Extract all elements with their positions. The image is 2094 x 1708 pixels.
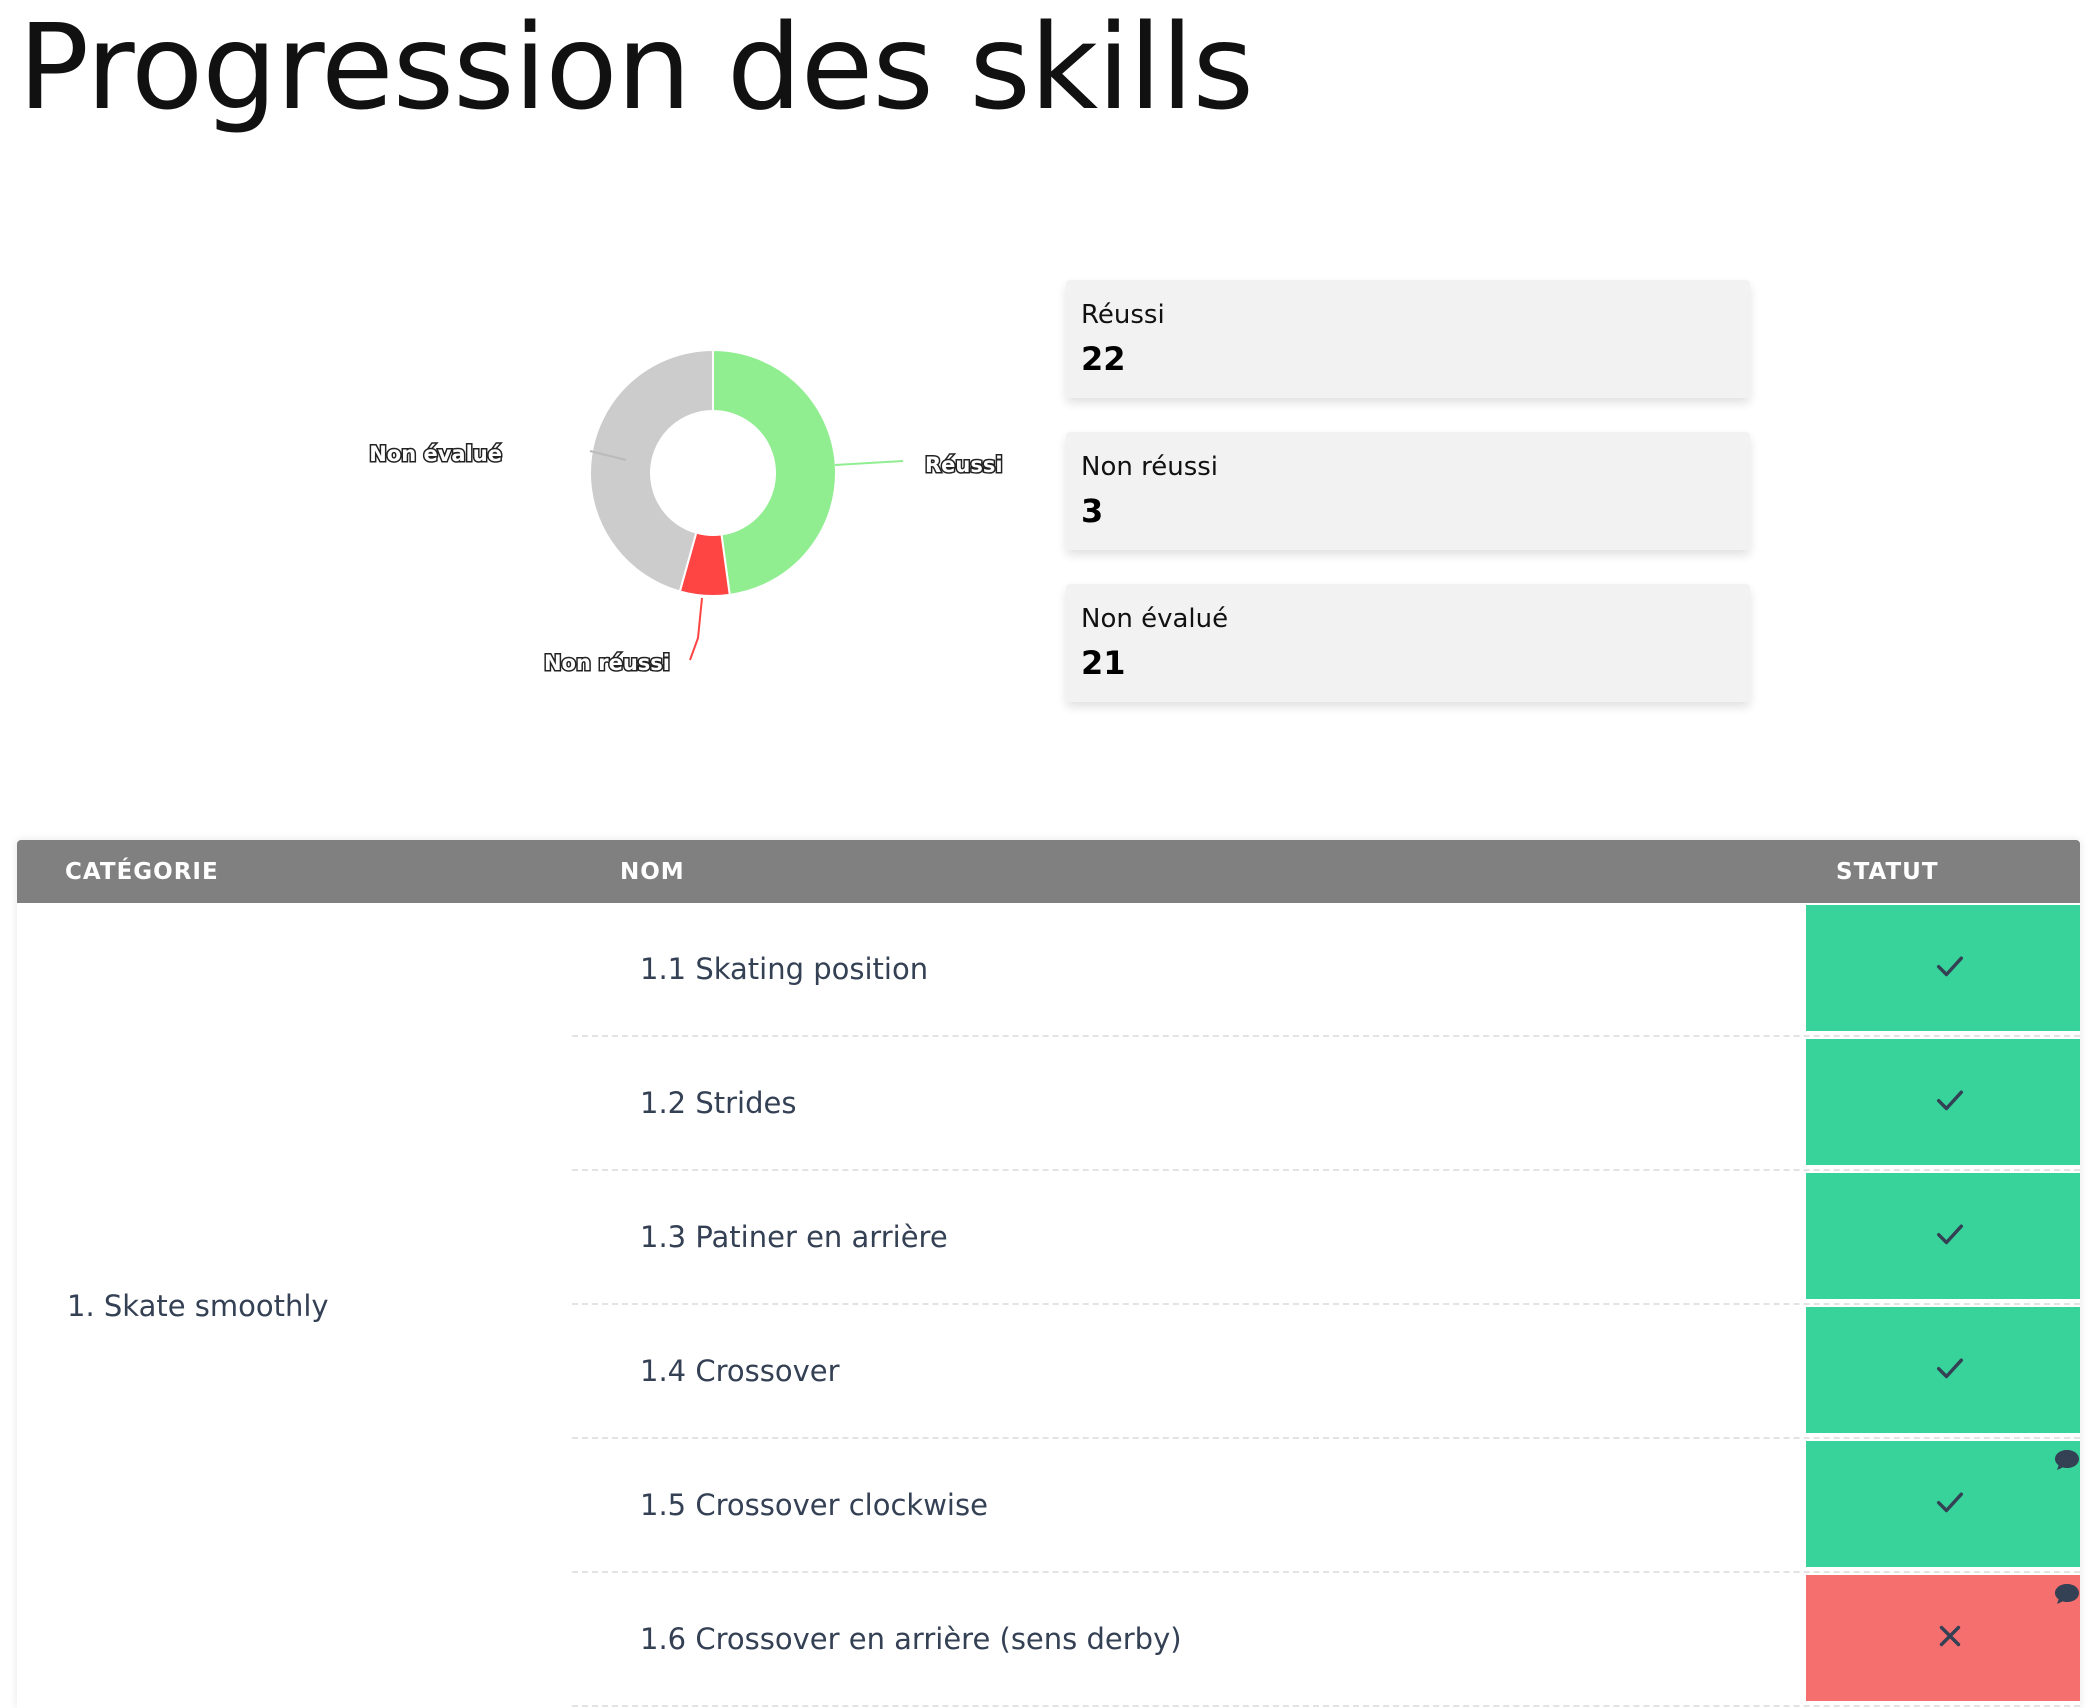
stat-value: 21	[1081, 644, 1126, 682]
table-header: CATÉGORIE NOM STATUT	[17, 840, 2080, 903]
skill-name: 1.3 Patiner en arrière	[640, 1220, 948, 1254]
donut-slice-non-valu-[interactable]	[589, 348, 714, 593]
cross-icon	[1933, 1619, 1967, 1657]
skill-name: 1.1 Skating position	[640, 952, 929, 986]
donut-label-leader-line	[834, 460, 904, 466]
table-row[interactable]: 1.2 Strides	[572, 1037, 2080, 1171]
table-row[interactable]: 1.6 Crossover en arrière (sens derby)	[572, 1573, 2080, 1707]
table-row[interactable]: 1.3 Patiner en arrière	[572, 1171, 2080, 1305]
table-row[interactable]: 1.5 Crossover clockwise	[572, 1439, 2080, 1573]
stat-value: 22	[1081, 340, 1126, 378]
check-icon	[1933, 1083, 1967, 1121]
check-icon	[1933, 949, 1967, 987]
table-row[interactable]: 1.1 Skating position	[572, 903, 2080, 1037]
stat-label: Réussi	[1081, 300, 1165, 330]
stat-card-reussi: Réussi 22	[1066, 280, 1750, 398]
skill-name: 1.2 Strides	[640, 1086, 797, 1120]
donut-label: Non réussi	[544, 651, 670, 675]
page-title: Progression des skills	[18, 0, 1254, 136]
status-cell-success[interactable]	[1806, 1441, 2080, 1567]
stat-label: Non réussi	[1081, 452, 1219, 482]
donut-slice-r-ussi[interactable]	[712, 348, 837, 596]
stat-card-non-reussi: Non réussi 3	[1066, 432, 1750, 550]
column-header-name[interactable]: NOM	[620, 859, 685, 885]
category-label: 1. Skate smoothly	[67, 1288, 329, 1323]
column-header-status[interactable]: STATUT	[1836, 859, 1939, 885]
skills-table: CATÉGORIE NOM STATUT 1. Skate smoothly 1…	[17, 840, 2080, 1708]
donut-label: Réussi	[925, 453, 1003, 477]
donut-label-leader-line	[589, 450, 627, 461]
status-cell-success[interactable]	[1806, 1173, 2080, 1299]
category-cell: 1. Skate smoothly	[17, 903, 572, 1708]
donut-label-leader-line	[689, 597, 703, 661]
status-cell-success[interactable]	[1806, 1039, 2080, 1165]
stat-label: Non évalué	[1081, 604, 1229, 634]
check-icon	[1933, 1217, 1967, 1255]
skill-name: 1.5 Crossover clockwise	[640, 1488, 988, 1522]
table-row[interactable]: 1.4 Crossover	[572, 1305, 2080, 1439]
check-icon	[1933, 1485, 1967, 1523]
stat-value: 3	[1081, 492, 1104, 530]
skill-name: 1.6 Crossover en arrière (sens derby)	[640, 1622, 1182, 1656]
donut-chart-svg: Réussi Non réussi Non évalué	[368, 348, 1004, 677]
status-cell-success[interactable]	[1806, 905, 2080, 1031]
skill-name: 1.4 Crossover	[640, 1354, 840, 1388]
status-cell-fail[interactable]	[1806, 1575, 2080, 1701]
status-cell-success[interactable]	[1806, 1307, 2080, 1433]
donut-label: Non évalué	[369, 442, 502, 466]
donut-chart: Réussi Non réussi Non évalué	[340, 320, 1040, 700]
column-header-category[interactable]: CATÉGORIE	[65, 859, 219, 885]
check-icon	[1933, 1351, 1967, 1389]
stat-card-non-evalue: Non évalué 21	[1066, 584, 1750, 702]
